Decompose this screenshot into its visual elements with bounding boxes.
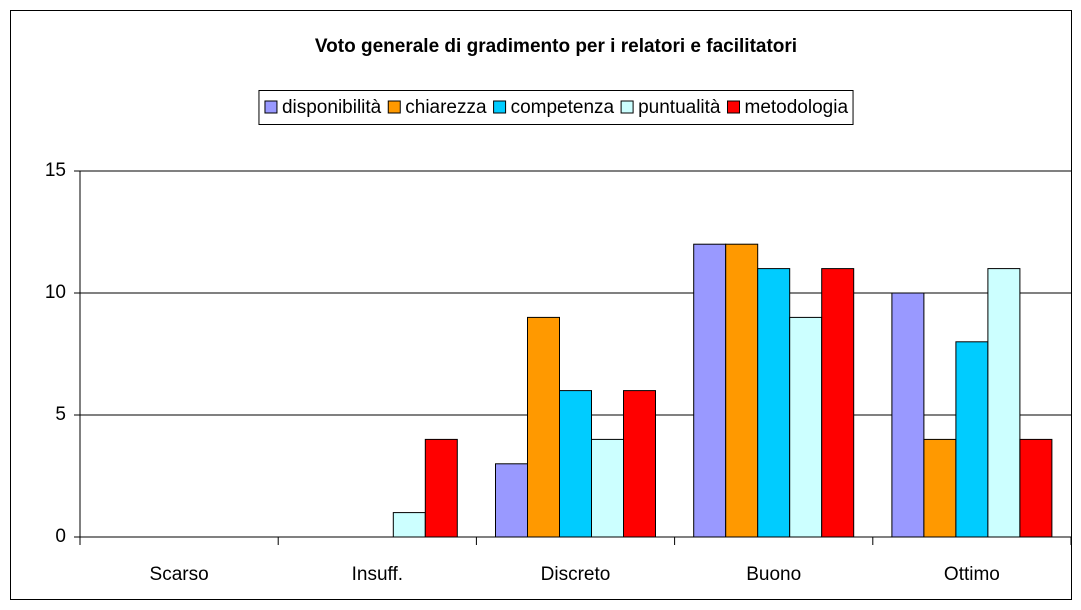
legend-label: puntualità bbox=[638, 97, 721, 118]
bar bbox=[955, 341, 989, 538]
legend-swatch bbox=[387, 100, 401, 114]
bar bbox=[987, 268, 1021, 538]
bar bbox=[725, 243, 759, 538]
bar bbox=[821, 268, 855, 538]
bar bbox=[424, 438, 458, 538]
legend-label: competenza bbox=[511, 97, 615, 118]
bar bbox=[623, 390, 656, 538]
legend-swatch bbox=[620, 100, 634, 114]
bar bbox=[392, 512, 426, 538]
legend bbox=[258, 90, 854, 125]
bar bbox=[527, 316, 560, 538]
bar bbox=[1019, 438, 1053, 538]
bar bbox=[693, 243, 727, 538]
legend-swatch bbox=[264, 100, 278, 114]
bar bbox=[591, 438, 624, 538]
legend-label: disponibilità bbox=[282, 97, 382, 118]
legend-label: chiarezza bbox=[405, 97, 487, 118]
chart-title: Voto generale di gradimento per i relato… bbox=[315, 36, 797, 57]
bar bbox=[495, 463, 528, 538]
bar bbox=[559, 390, 592, 538]
x-tick-label: Scarso bbox=[150, 564, 209, 585]
x-tick-label: Insuff. bbox=[352, 564, 403, 585]
bar bbox=[891, 292, 925, 538]
legend-label: metodologia bbox=[745, 97, 849, 118]
x-tick-label: Ottimo bbox=[944, 564, 1000, 585]
legend-swatch bbox=[493, 100, 507, 114]
bar bbox=[789, 316, 823, 538]
x-tick-label: Buono bbox=[746, 564, 801, 585]
legend-swatch bbox=[727, 100, 741, 114]
y-tick-label: 15 bbox=[45, 160, 66, 181]
bar bbox=[757, 268, 791, 538]
y-tick-label: 0 bbox=[55, 526, 66, 547]
y-tick-label: 5 bbox=[55, 404, 66, 425]
x-tick-label: Discreto bbox=[541, 564, 611, 585]
y-tick-label: 10 bbox=[45, 282, 66, 303]
bar bbox=[923, 438, 957, 538]
